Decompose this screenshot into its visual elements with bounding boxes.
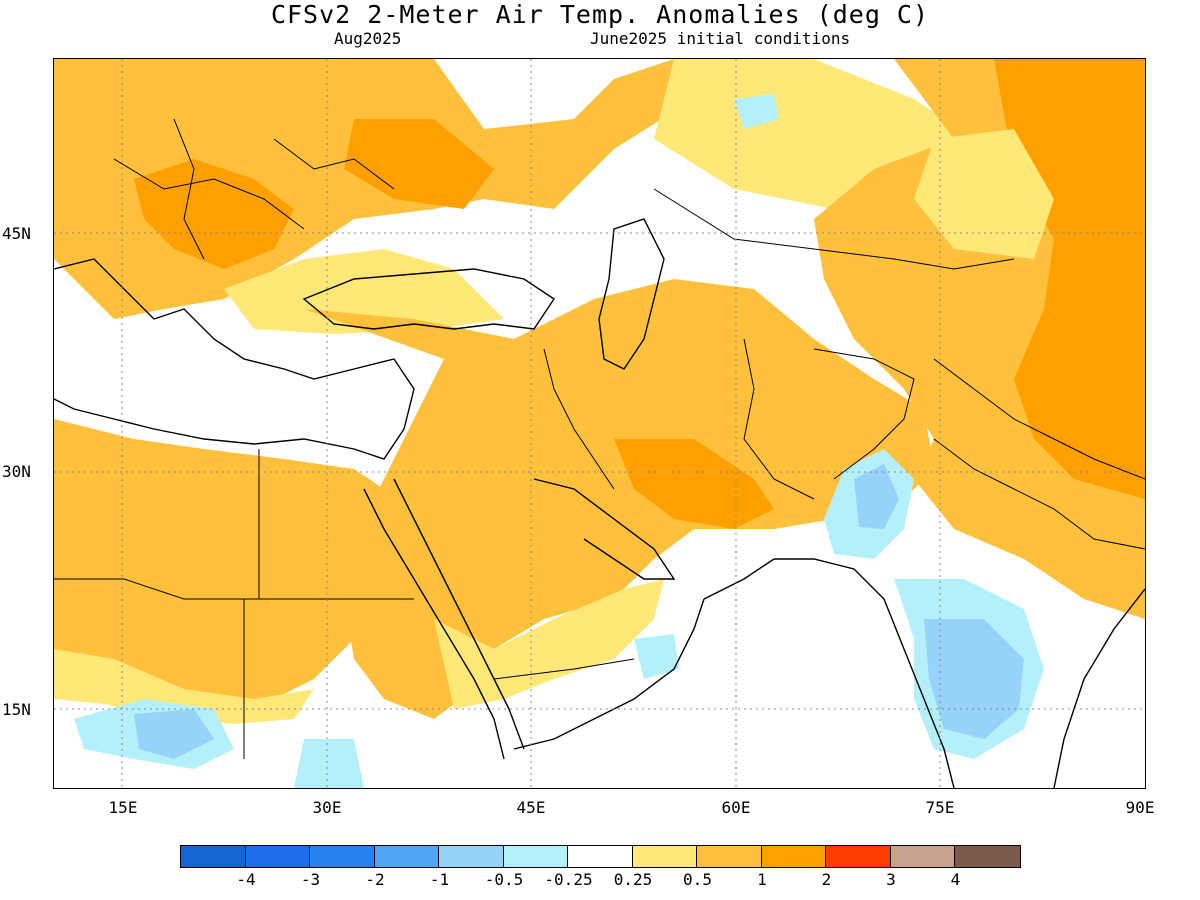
border-europe-a <box>113 158 305 230</box>
colorbar-tick-label: -1 <box>429 870 450 889</box>
colorbar-swatch <box>826 846 891 867</box>
border-europe-b <box>173 118 205 260</box>
border-india-nepal <box>933 438 1145 550</box>
colorbar-tick-label: 0.25 <box>613 870 653 889</box>
shading-mongolia-light <box>914 129 1054 259</box>
shading-aral-cool <box>734 94 779 129</box>
coast-india-east <box>1053 588 1145 788</box>
forecast-month: Aug2025 <box>334 29 402 48</box>
border-europe-c <box>273 138 395 190</box>
lat-label-30n: 30N <box>2 462 31 481</box>
colorbar-tick-label: -2 <box>365 870 385 889</box>
coast-black-sea <box>302 268 555 330</box>
colorbar-tick-label: 3 <box>886 870 896 889</box>
border-afghanistan-pakistan <box>813 348 915 480</box>
map-title: CFSv2 2-Meter Air Temp. Anomalies (deg C… <box>270 0 930 29</box>
lat-label-15n: 15N <box>2 700 31 719</box>
colorbar-tick-label: -3 <box>300 870 321 889</box>
colorbar-tick-label: 1 <box>757 870 767 889</box>
coast-mediterranean <box>54 258 415 460</box>
border-iran-iraq <box>543 348 615 490</box>
colorbar-swatch <box>439 846 504 867</box>
lat-label-45n: 45N <box>2 224 31 243</box>
shading-north-africa-warm <box>54 419 394 699</box>
shading-horn-cool <box>294 739 364 788</box>
initial-conditions-label: June2025 initial conditions <box>590 29 851 48</box>
anomaly-map <box>54 59 1145 788</box>
coastlines <box>54 218 1145 788</box>
coast-red-sea-east <box>393 478 525 750</box>
colorbar-tick-label: 2 <box>821 870 832 889</box>
colorbar-swatch <box>955 846 1020 867</box>
colorbar-tick-label: 0.5 <box>683 870 712 889</box>
border-kazakhstan <box>653 188 1015 270</box>
colorbar-swatch <box>890 846 955 867</box>
colorbar-tick-label: -0.25 <box>544 870 593 889</box>
colorbar-swatch <box>245 846 310 867</box>
colorbar-swatch <box>374 846 439 867</box>
lon-label-75e: 75E <box>925 798 955 817</box>
lon-label-45e: 45E <box>516 798 546 817</box>
border-china-west <box>933 358 1145 480</box>
coast-india-west <box>774 558 955 788</box>
colorbar-tick-label: 4 <box>950 870 961 889</box>
shading-iran-strong <box>614 439 774 529</box>
colorbar-swatch <box>761 846 826 867</box>
lon-label-15e: 15E <box>108 798 138 817</box>
coast-red-sea <box>363 488 505 760</box>
colorbar-swatch <box>697 846 762 867</box>
shading-layer <box>54 59 1145 788</box>
shading-arabia-light <box>434 579 664 709</box>
shading-ukraine-strong <box>344 119 494 209</box>
colorbar-tick-label: -4 <box>236 870 256 889</box>
graticule <box>54 59 1145 788</box>
colorbar-swatch <box>568 846 633 867</box>
border-iran-afghanistan <box>743 338 815 500</box>
coast-arabia-south <box>513 598 705 750</box>
shading-oman-cool <box>634 634 679 679</box>
shading-sahel-cooler <box>134 709 214 759</box>
coast-caspian <box>598 218 665 370</box>
lon-label-90e: 90E <box>1125 798 1155 817</box>
colorbar-tick-label: -0.5 <box>484 870 524 889</box>
lon-label-30e: 30E <box>312 798 342 817</box>
coast-persian-gulf <box>533 478 676 580</box>
border-libya-chad <box>54 578 244 600</box>
shading-pakistan-cooler <box>854 464 899 529</box>
colorbar-swatch <box>632 846 697 867</box>
border-saudi-yemen <box>493 658 635 680</box>
shading-europe-edge <box>224 249 504 334</box>
lon-label-60e: 60E <box>721 798 751 817</box>
colorbar-swatch <box>181 846 246 867</box>
colorbar-swatch <box>503 846 568 867</box>
borders <box>54 118 1145 759</box>
colorbar-swatch <box>310 846 375 867</box>
shading-north-africa-light <box>54 649 314 724</box>
shading-middle-east-warm <box>304 279 934 719</box>
border-libya-egypt <box>243 449 260 759</box>
colorbar <box>180 845 1021 868</box>
map-canvas <box>54 59 1145 788</box>
coast-arabian-sea <box>703 558 775 600</box>
